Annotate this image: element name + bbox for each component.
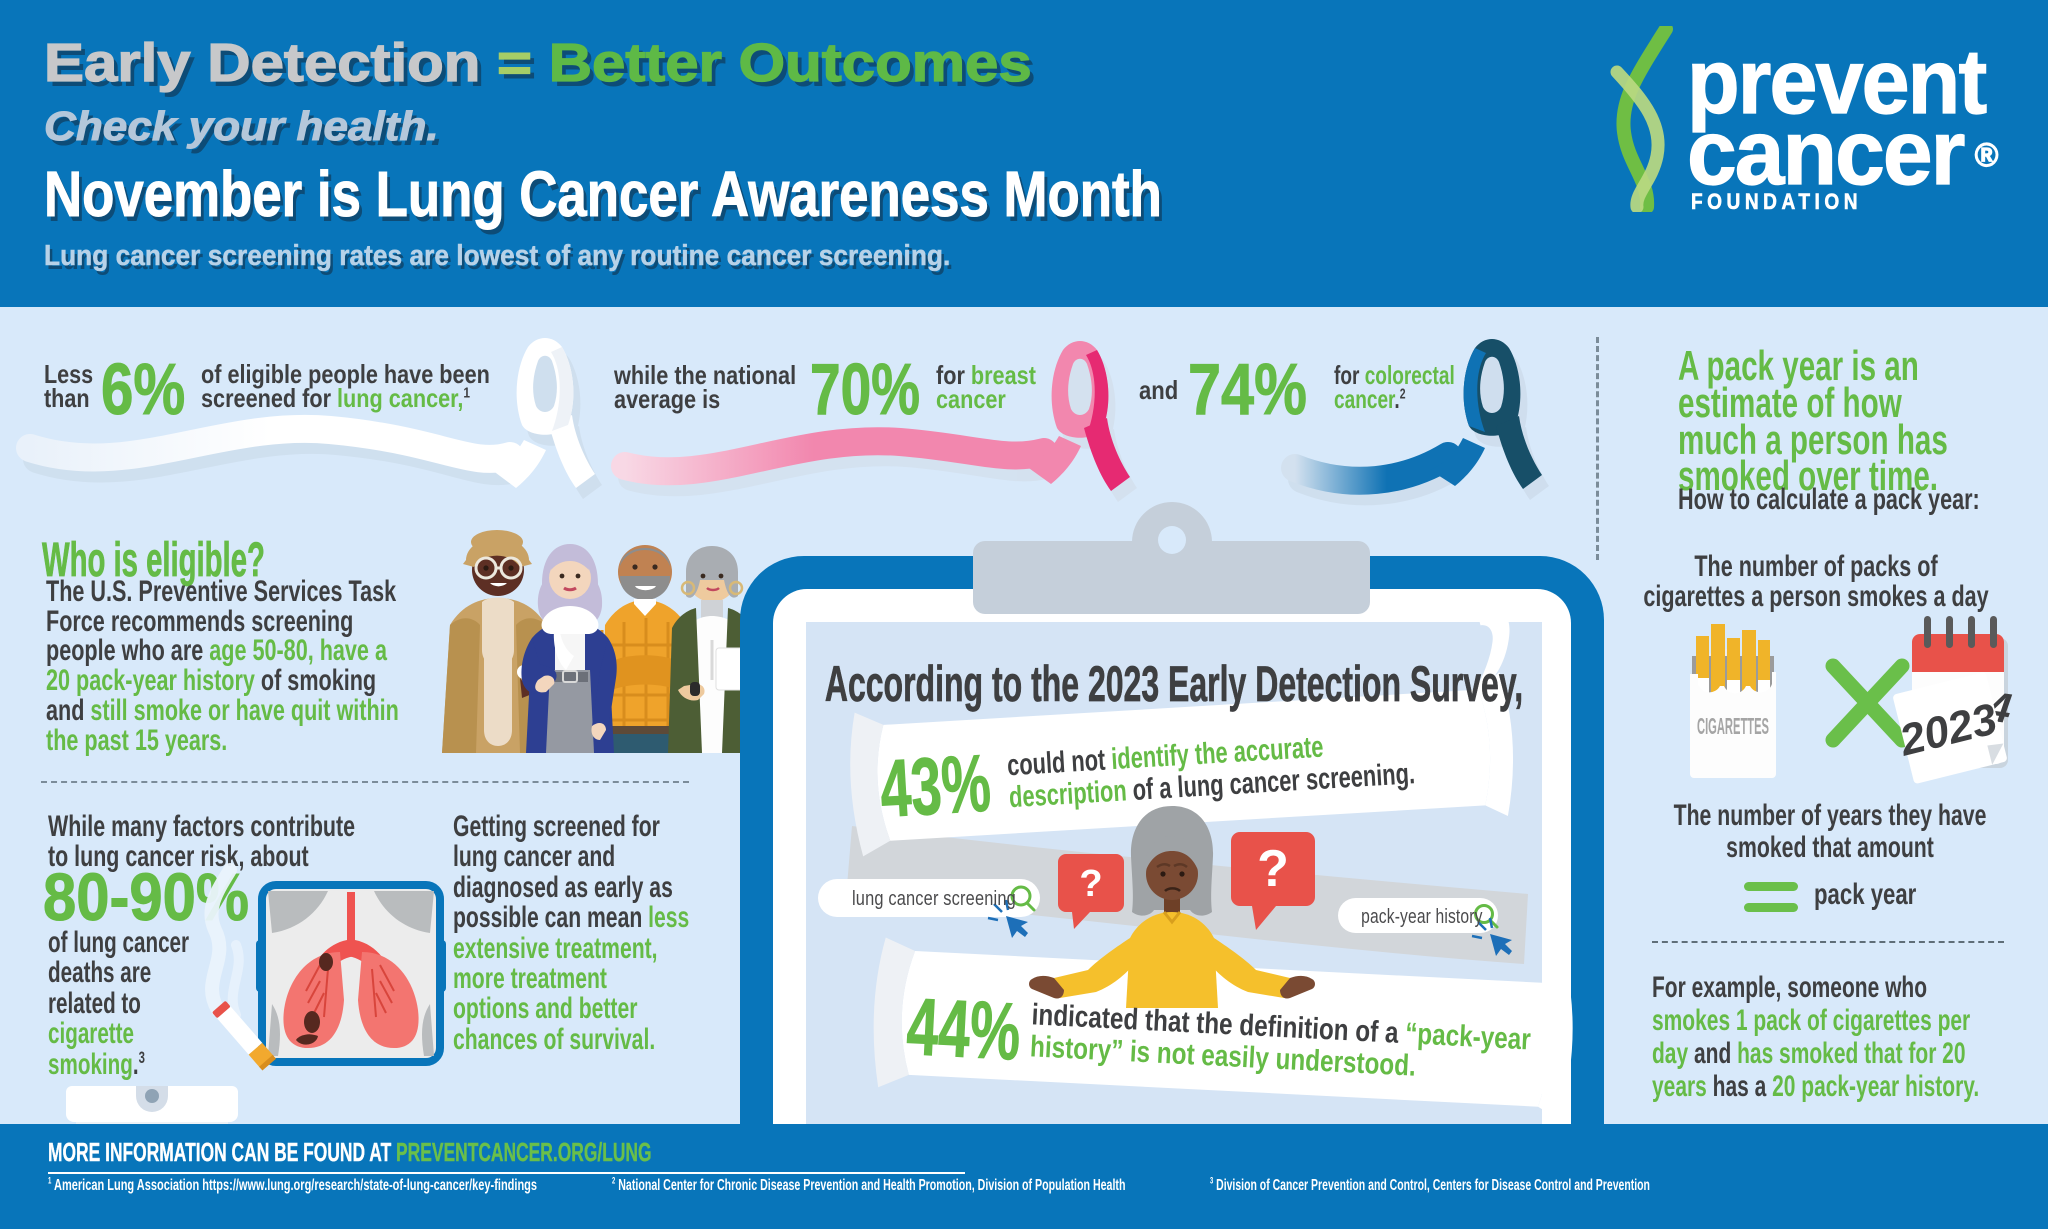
svg-text:?: ?	[1257, 840, 1289, 898]
svg-text:?: ?	[1079, 863, 1102, 905]
svg-text:CIGARETTES: CIGARETTES	[1697, 713, 1769, 739]
